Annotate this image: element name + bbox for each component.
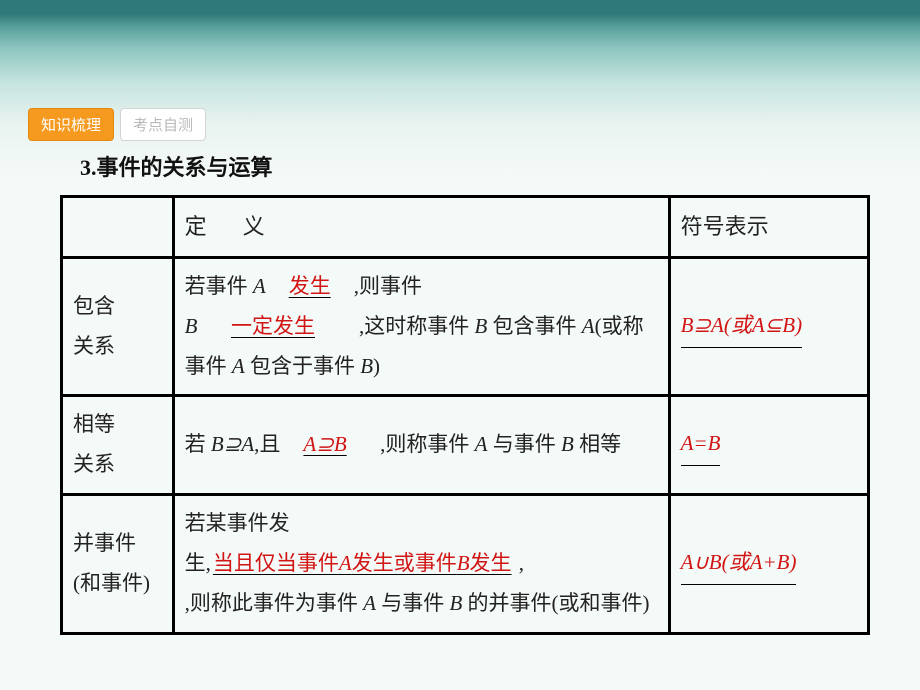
slide: 知识梳理 考点自测 3.事件的关系与运算 定义 符号表示 包含 关系 若事件 A…: [0, 0, 920, 690]
text: 若事件: [185, 274, 253, 298]
var-b: B: [360, 354, 373, 378]
label-part: 并事件: [73, 531, 136, 555]
text: ,且: [254, 432, 280, 456]
text: ,则称事件: [380, 432, 475, 456]
var-a: A: [475, 432, 488, 456]
fill-blank: A⊇B: [303, 432, 346, 456]
var-a: A: [582, 314, 595, 338]
table-row: 并事件 (和事件) 若某事件发 生,当且仅当事件A发生或事件B发生 , ,则称此…: [62, 495, 869, 634]
label-part: 关系: [73, 452, 115, 476]
var-b: B: [561, 432, 574, 456]
var-b: B: [457, 551, 470, 575]
label-part: 相等: [73, 412, 115, 436]
text: 发生或事件: [352, 551, 457, 575]
header-symbol: 符号表示: [669, 197, 868, 258]
var-b: B: [474, 314, 487, 338]
text: 与事件: [488, 432, 562, 456]
text: 与事件: [376, 591, 450, 615]
var-a: A: [232, 354, 245, 378]
text: ,这时称事件: [359, 314, 475, 338]
table-row: 包含 关系 若事件 A 发生 ,则事件 B 一定发生 ,这时称事件 B 包含事件…: [62, 257, 869, 396]
row-symbol-equal: A=B: [669, 396, 868, 495]
text: ,则称此事件为事件: [185, 591, 364, 615]
text: 若: [185, 432, 211, 456]
text: 发生: [470, 551, 512, 575]
symbol-notation: B⊇A(或A⊆B): [681, 306, 803, 348]
text: 若某事件发: [185, 511, 290, 535]
row-def-contain: 若事件 A 发生 ,则事件 B 一定发生 ,这时称事件 B 包含事件 A(或称事…: [173, 257, 669, 396]
row-label-contain: 包含 关系: [62, 257, 174, 396]
table-header-row: 定义 符号表示: [62, 197, 869, 258]
section-heading: 3.事件的关系与运算: [80, 150, 273, 182]
symbol-notation: A=B: [681, 424, 721, 466]
header-def-a: 定: [185, 214, 207, 239]
var-b: B: [449, 591, 462, 615]
text: ,则事件: [354, 274, 422, 298]
text: 的并事件(或和事件): [462, 591, 649, 615]
text: ): [373, 354, 380, 378]
tab-self-test[interactable]: 考点自测: [120, 108, 206, 141]
row-def-union: 若某事件发 生,当且仅当事件A发生或事件B发生 , ,则称此事件为事件 A 与事…: [173, 495, 669, 634]
var-b: B: [185, 314, 198, 338]
header-blank: [62, 197, 174, 258]
var-a: A: [339, 551, 352, 575]
row-label-equal: 相等 关系: [62, 396, 174, 495]
row-label-union: 并事件 (和事件): [62, 495, 174, 634]
heading-number: 3: [80, 155, 91, 180]
fill-blank: 当且仅当事件A发生或事件B发生: [211, 551, 514, 575]
relations-table: 定义 符号表示 包含 关系 若事件 A 发生 ,则事件 B 一定发生 ,这时称事…: [60, 195, 870, 635]
table-row: 相等 关系 若 B⊇A,且 A⊇B ,则称事件 A 与事件 B 相等 A=B: [62, 396, 869, 495]
header-definition: 定义: [173, 197, 669, 258]
heading-text: 事件的关系与运算: [97, 155, 273, 180]
row-symbol-contain: B⊇A(或A⊆B): [669, 257, 868, 396]
text: 相等: [574, 432, 621, 456]
var-a: A: [363, 591, 376, 615]
text: 包含事件: [487, 314, 582, 338]
label-part: (和事件): [73, 571, 150, 595]
row-def-equal: 若 B⊇A,且 A⊇B ,则称事件 A 与事件 B 相等: [173, 396, 669, 495]
text: 生,: [185, 551, 211, 575]
fill-blank: 一定发生: [229, 314, 317, 338]
var-a: A: [253, 274, 266, 298]
text: 当且仅当事件: [213, 551, 339, 575]
header-def-b: 义: [243, 214, 265, 239]
tab-bar: 知识梳理 考点自测: [28, 108, 206, 141]
fill-blank: 发生: [287, 274, 333, 298]
label-part: 关系: [73, 334, 115, 358]
label-part: 包含: [73, 294, 115, 318]
symbol-notation: A∪B(或A+B): [681, 543, 797, 585]
row-symbol-union: A∪B(或A+B): [669, 495, 868, 634]
text: 包含于事件: [245, 354, 361, 378]
relation: B⊇A: [211, 432, 254, 456]
tab-knowledge[interactable]: 知识梳理: [28, 108, 114, 141]
